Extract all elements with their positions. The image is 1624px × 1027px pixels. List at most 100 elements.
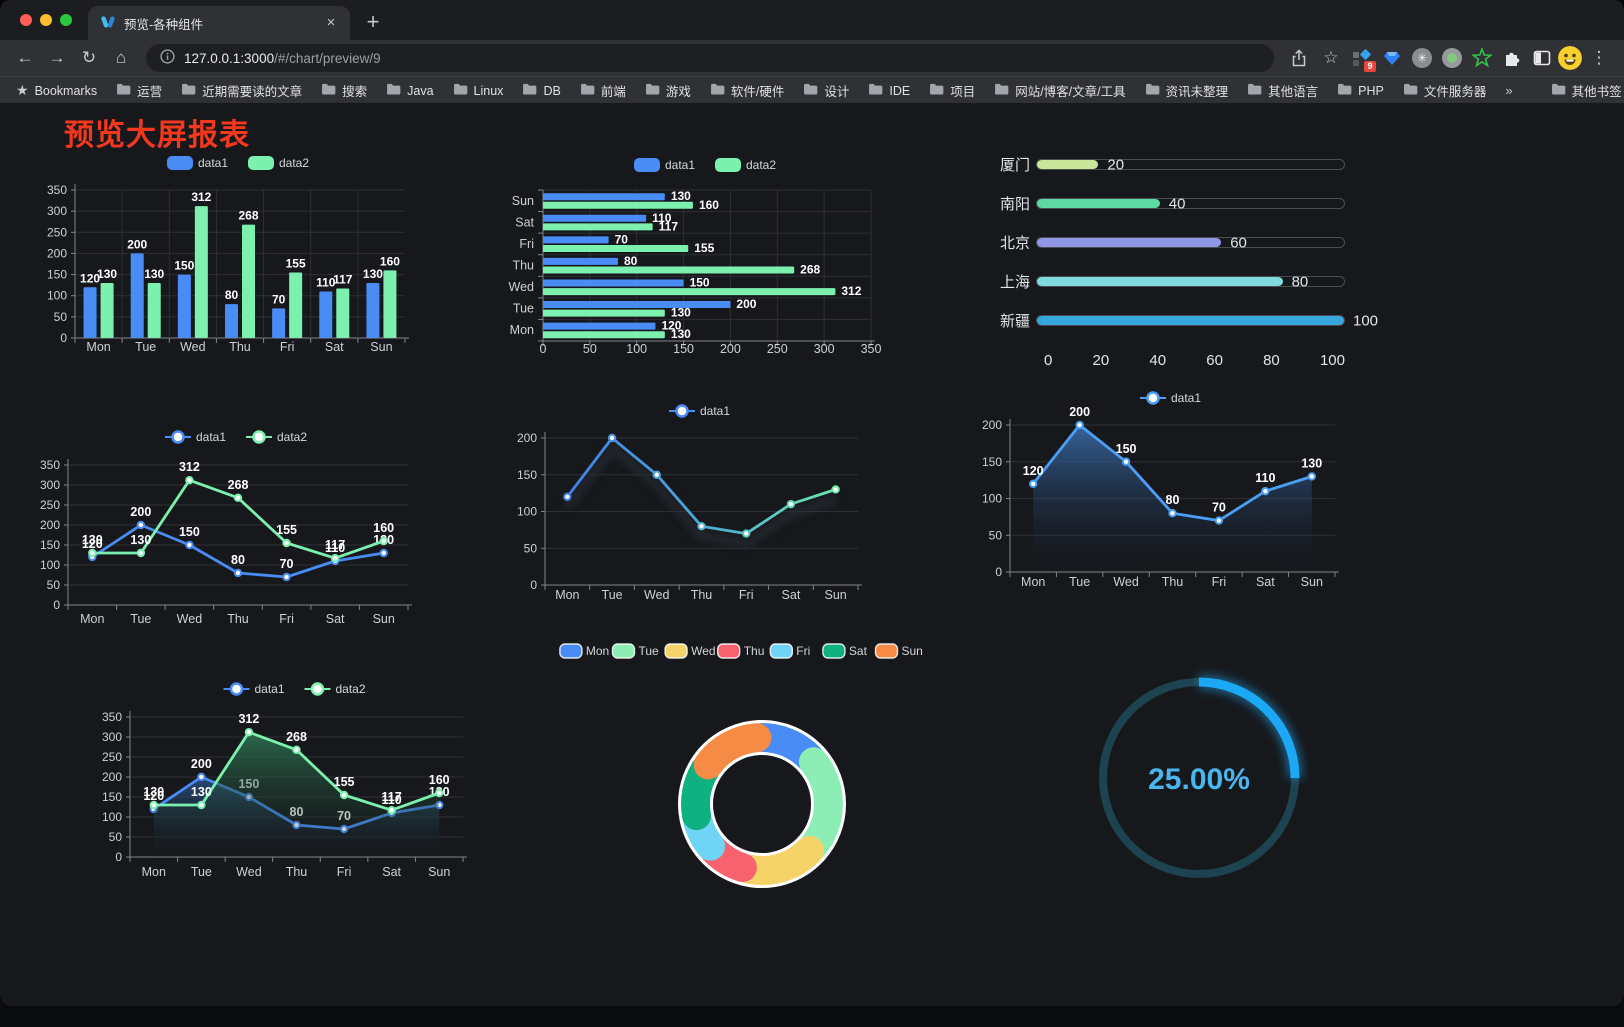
new-tab-button[interactable]: +: [366, 9, 380, 34]
bookmark-star-button[interactable]: ☆: [1323, 48, 1339, 67]
share-button[interactable]: [1284, 44, 1314, 72]
bookmark-folder[interactable]: 资讯未整理: [1145, 81, 1228, 100]
progress-bars-chart[interactable]: 厦门 20 南阳 40 北京 60 上海 80 新疆 100 0 20 40 60 80 100: [1000, 156, 1378, 392]
svg-text:200: 200: [191, 757, 212, 771]
folder-icon: [453, 83, 468, 98]
browser-menu-icon[interactable]: ⋮: [1590, 48, 1608, 67]
svg-text:0: 0: [53, 598, 60, 612]
svg-text:150: 150: [102, 790, 122, 804]
svg-text:Tue: Tue: [130, 612, 151, 626]
line-chart-two-series[interactable]: data1 data2 0 50 100 150 200 250 300 350 Mon Tue Wed…: [40, 425, 420, 640]
browser-tab[interactable]: 预览-各种组件 ×: [88, 6, 350, 40]
tab-close-icon[interactable]: ×: [326, 14, 336, 31]
svg-text:50: 50: [54, 310, 68, 324]
bar-chart-vertical[interactable]: data1 data2 0 50 100 150 200 250 300 350 Mon Tue Wed…: [40, 148, 440, 366]
extension-green-dot-icon[interactable]: [1438, 44, 1466, 72]
svg-text:130: 130: [130, 533, 151, 547]
area-chart-single[interactable]: data1 0 50 100 150 200 Mon Tue Wed Thu Fri Sat Sun 12…: [975, 385, 1350, 600]
extension-snowflake-icon[interactable]: ✳: [1408, 44, 1436, 72]
extensions-puzzle-icon[interactable]: [1498, 44, 1526, 72]
site-info-icon[interactable]: [160, 49, 175, 67]
svg-text:150: 150: [690, 275, 710, 289]
svg-text:Mon: Mon: [80, 612, 104, 626]
forward-button[interactable]: →: [48, 48, 66, 67]
bookmarks-root[interactable]: ★ Bookmarks: [16, 82, 97, 99]
progress-value: 80: [1291, 273, 1309, 290]
svg-text:120: 120: [80, 271, 100, 285]
progress-label: 厦门: [1000, 157, 1031, 174]
side-panel-icon[interactable]: [1528, 44, 1556, 72]
extension-gem-icon[interactable]: [1378, 44, 1406, 72]
bookmark-folder[interactable]: PHP: [1337, 83, 1384, 98]
svg-text:268: 268: [228, 478, 249, 492]
zoom-window-button[interactable]: [60, 14, 72, 26]
bookmark-folder[interactable]: 近期需要读的文章: [181, 81, 302, 100]
progress-value: 100: [1353, 312, 1379, 329]
bookmark-folder[interactable]: 网站/博客/文章/工具: [994, 81, 1126, 100]
bookmark-folder[interactable]: IDE: [868, 83, 910, 98]
other-bookmarks[interactable]: 其他书签: [1551, 81, 1622, 100]
profile-avatar[interactable]: [1558, 46, 1582, 70]
bookmark-folder[interactable]: 搜索: [321, 81, 367, 100]
svg-text:Fri: Fri: [739, 588, 754, 602]
folder-icon: [116, 83, 131, 98]
bookmark-folder[interactable]: DB: [522, 83, 561, 98]
svg-text:200: 200: [127, 237, 147, 251]
bookmark-label: 软件/硬件: [730, 85, 785, 99]
bookmark-folder[interactable]: 文件服务器: [1403, 81, 1486, 100]
svg-text:350: 350: [47, 183, 67, 197]
extension-green-star-icon[interactable]: [1468, 44, 1496, 72]
home-button[interactable]: ⌂: [115, 48, 127, 67]
folder-icon: [1337, 83, 1352, 98]
svg-text:117: 117: [333, 273, 353, 287]
line-chart-gradient[interactable]: data1 0 50 100 150 200 Mon Tue Wed Thu Fri Sat Sun: [505, 398, 880, 612]
bookmark-folder[interactable]: 项目: [929, 81, 975, 100]
svg-text:110: 110: [1255, 471, 1275, 485]
svg-text:130: 130: [363, 267, 383, 281]
svg-text:117: 117: [325, 538, 345, 552]
svg-text:Sat: Sat: [849, 644, 868, 658]
progress-fill: [1037, 238, 1222, 247]
bookmarks-overflow-chevron[interactable]: »: [1505, 83, 1513, 98]
bookmark-folder[interactable]: 其他语言: [1247, 81, 1318, 100]
url-host: 127.0.0.1:3000: [184, 50, 275, 66]
bookmark-folder[interactable]: 前端: [580, 81, 626, 100]
svg-text:130: 130: [671, 327, 691, 341]
svg-text:50: 50: [109, 830, 123, 844]
gauge-chart[interactable]: 25.00%: [1094, 673, 1304, 883]
svg-text:150: 150: [1116, 442, 1137, 456]
svg-text:Wed: Wed: [644, 588, 670, 602]
svg-text:312: 312: [191, 190, 211, 204]
svg-text:160: 160: [429, 773, 450, 787]
svg-text:130: 130: [97, 267, 117, 281]
progress-fill: [1037, 316, 1344, 325]
svg-text:160: 160: [380, 254, 400, 268]
area-chart-two-series[interactable]: data1 data2 0 50 100 150 200 250 300 350 Mon Tue Wed…: [95, 677, 480, 895]
svg-text:Thu: Thu: [512, 259, 534, 273]
back-button[interactable]: ←: [16, 48, 34, 67]
svg-text:Thu: Thu: [229, 340, 251, 354]
address-bar[interactable]: 127.0.0.1:3000/#/chart/preview/9: [146, 44, 1274, 72]
progress-track: 40: [1036, 195, 1345, 212]
reload-button[interactable]: ↻: [81, 48, 97, 67]
bookmark-folder[interactable]: 运营: [116, 81, 162, 100]
bookmark-folder[interactable]: 设计: [803, 81, 849, 100]
bookmark-folder[interactable]: 游戏: [645, 81, 691, 100]
svg-text:100: 100: [517, 505, 537, 519]
donut-chart[interactable]: Mon Tue Wed Thu Fri Sat Sun: [545, 635, 935, 987]
extension-proxy-icon[interactable]: 9: [1348, 44, 1376, 72]
bookmark-folder[interactable]: Java: [386, 83, 434, 98]
bookmark-folder[interactable]: 软件/硬件: [710, 81, 784, 100]
svg-text:200: 200: [102, 770, 122, 784]
progress-label: 南阳: [1000, 196, 1031, 213]
svg-text:25.00%: 25.00%: [1148, 763, 1250, 796]
bookmark-folder[interactable]: Linux: [453, 83, 503, 98]
bookmark-label: DB: [543, 83, 561, 98]
svg-text:data2: data2: [279, 156, 309, 170]
svg-text:70: 70: [615, 232, 629, 246]
svg-text:100: 100: [47, 289, 67, 303]
svg-text:200: 200: [517, 431, 537, 445]
bar-chart-horizontal[interactable]: data1 data2 0 50 100 150 200 250 300 350 Mon 120 130…: [505, 150, 890, 368]
close-window-button[interactable]: [20, 14, 32, 26]
minimize-window-button[interactable]: [40, 14, 52, 26]
